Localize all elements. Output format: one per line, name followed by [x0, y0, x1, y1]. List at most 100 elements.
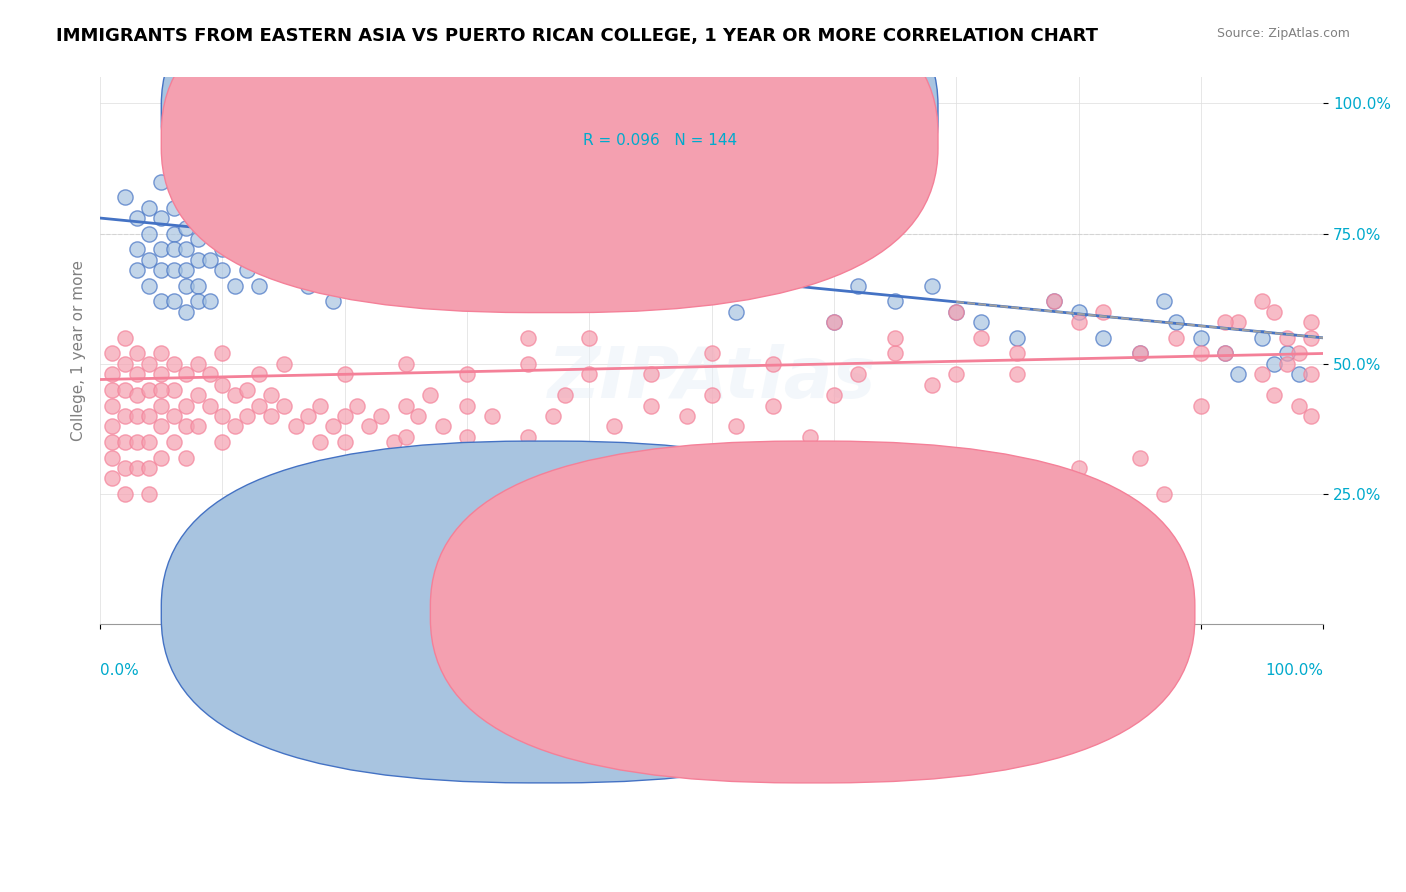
Immigrants from Eastern Asia	[150, 294, 173, 309]
Puerto Ricans	[1275, 357, 1298, 371]
Puerto Ricans	[640, 399, 662, 413]
Immigrants from Eastern Asia	[1189, 331, 1212, 345]
Immigrants from Eastern Asia	[1226, 368, 1249, 382]
Puerto Ricans	[762, 399, 785, 413]
Immigrants from Eastern Asia	[224, 242, 246, 256]
Immigrants from Eastern Asia	[322, 294, 344, 309]
Puerto Ricans	[456, 368, 478, 382]
Puerto Ricans	[921, 377, 943, 392]
Immigrants from Eastern Asia	[517, 294, 540, 309]
Puerto Ricans	[1043, 294, 1066, 309]
Immigrants from Eastern Asia	[1263, 357, 1285, 371]
Puerto Ricans	[101, 435, 124, 450]
FancyBboxPatch shape	[162, 0, 938, 312]
Puerto Ricans	[578, 368, 600, 382]
Puerto Ricans	[517, 331, 540, 345]
Puerto Ricans	[150, 368, 173, 382]
Immigrants from Eastern Asia	[603, 278, 626, 293]
Immigrants from Eastern Asia	[762, 263, 785, 277]
Immigrants from Eastern Asia	[211, 221, 233, 235]
Puerto Ricans	[125, 461, 148, 475]
Puerto Ricans	[456, 399, 478, 413]
Immigrants from Eastern Asia	[1288, 368, 1310, 382]
Puerto Ricans	[884, 346, 907, 360]
Puerto Ricans	[125, 435, 148, 450]
Puerto Ricans	[114, 331, 136, 345]
Immigrants from Eastern Asia	[309, 263, 332, 277]
Puerto Ricans	[333, 368, 356, 382]
Puerto Ricans	[174, 450, 197, 465]
Puerto Ricans	[211, 435, 233, 450]
Text: 100.0%: 100.0%	[1265, 663, 1323, 678]
Immigrants from Eastern Asia	[224, 278, 246, 293]
Puerto Ricans	[101, 471, 124, 485]
Puerto Ricans	[700, 346, 723, 360]
Immigrants from Eastern Asia	[406, 278, 429, 293]
Immigrants from Eastern Asia	[236, 227, 259, 241]
Immigrants from Eastern Asia	[162, 242, 184, 256]
Immigrants from Eastern Asia	[187, 294, 209, 309]
Puerto Ricans	[174, 419, 197, 434]
Puerto Ricans	[676, 409, 699, 423]
Puerto Ricans	[554, 388, 576, 402]
Puerto Ricans	[1189, 346, 1212, 360]
Immigrants from Eastern Asia	[799, 242, 821, 256]
Puerto Ricans	[1299, 331, 1322, 345]
Immigrants from Eastern Asia	[456, 278, 478, 293]
FancyBboxPatch shape	[430, 442, 1195, 783]
Puerto Ricans	[725, 419, 748, 434]
Immigrants from Eastern Asia	[174, 263, 197, 277]
Immigrants from Eastern Asia	[541, 159, 564, 173]
Puerto Ricans	[162, 409, 184, 423]
Puerto Ricans	[114, 409, 136, 423]
Puerto Ricans	[138, 409, 160, 423]
Puerto Ricans	[125, 368, 148, 382]
Puerto Ricans	[273, 357, 295, 371]
Immigrants from Eastern Asia	[174, 221, 197, 235]
Puerto Ricans	[150, 383, 173, 397]
Immigrants from Eastern Asia	[200, 227, 222, 241]
Puerto Ricans	[1129, 346, 1152, 360]
Immigrants from Eastern Asia	[432, 263, 454, 277]
Immigrants from Eastern Asia	[382, 252, 405, 267]
Text: Puerto Ricans: Puerto Ricans	[837, 606, 932, 619]
Immigrants from Eastern Asia	[247, 252, 270, 267]
Puerto Ricans	[224, 388, 246, 402]
Puerto Ricans	[224, 419, 246, 434]
Puerto Ricans	[101, 450, 124, 465]
Puerto Ricans	[578, 331, 600, 345]
Puerto Ricans	[114, 487, 136, 501]
Puerto Ricans	[419, 388, 441, 402]
Immigrants from Eastern Asia	[125, 211, 148, 225]
Text: IMMIGRANTS FROM EASTERN ASIA VS PUERTO RICAN COLLEGE, 1 YEAR OR MORE CORRELATION: IMMIGRANTS FROM EASTERN ASIA VS PUERTO R…	[56, 27, 1098, 45]
Puerto Ricans	[187, 357, 209, 371]
Puerto Ricans	[333, 409, 356, 423]
Immigrants from Eastern Asia	[211, 190, 233, 204]
Puerto Ricans	[187, 388, 209, 402]
Immigrants from Eastern Asia	[174, 190, 197, 204]
Immigrants from Eastern Asia	[273, 242, 295, 256]
Puerto Ricans	[1275, 331, 1298, 345]
Puerto Ricans	[406, 409, 429, 423]
Immigrants from Eastern Asia	[419, 242, 441, 256]
Puerto Ricans	[1007, 368, 1029, 382]
Immigrants from Eastern Asia	[187, 278, 209, 293]
Immigrants from Eastern Asia	[456, 242, 478, 256]
Immigrants from Eastern Asia	[162, 201, 184, 215]
Immigrants from Eastern Asia	[492, 227, 515, 241]
Immigrants from Eastern Asia	[114, 190, 136, 204]
Immigrants from Eastern Asia	[260, 263, 283, 277]
Puerto Ricans	[125, 388, 148, 402]
Immigrants from Eastern Asia	[138, 278, 160, 293]
Puerto Ricans	[101, 346, 124, 360]
Puerto Ricans	[211, 346, 233, 360]
Puerto Ricans	[101, 399, 124, 413]
Immigrants from Eastern Asia	[970, 315, 993, 329]
Immigrants from Eastern Asia	[333, 252, 356, 267]
Puerto Ricans	[1189, 399, 1212, 413]
Puerto Ricans	[1215, 346, 1237, 360]
Puerto Ricans	[346, 399, 368, 413]
Immigrants from Eastern Asia	[700, 242, 723, 256]
Puerto Ricans	[945, 368, 967, 382]
Puerto Ricans	[162, 435, 184, 450]
